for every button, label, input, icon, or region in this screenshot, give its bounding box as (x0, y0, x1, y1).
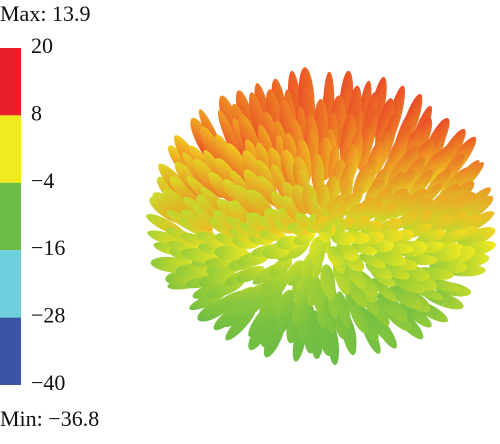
petal (389, 285, 422, 310)
petal (274, 289, 295, 320)
petal (375, 98, 395, 151)
petal (377, 292, 408, 323)
petal (345, 290, 363, 327)
petal (367, 306, 392, 343)
petal (402, 210, 433, 232)
colorbar-tick-label: 8 (31, 100, 42, 125)
colorbar-band (0, 250, 21, 318)
petal (379, 262, 410, 280)
colorbar-tick-label: −28 (31, 303, 65, 328)
petal (262, 111, 281, 162)
colorbar-tick-label: −40 (31, 370, 65, 395)
colorbar-tick-label: −16 (31, 235, 65, 260)
petal (269, 257, 293, 278)
petal (374, 203, 397, 224)
petal (388, 194, 417, 220)
colorbar-band (0, 182, 21, 251)
min-label: Min: −36.8 (0, 406, 99, 431)
petal (327, 246, 344, 267)
radiation-pattern (146, 67, 497, 366)
petal (359, 253, 386, 269)
petal (320, 264, 335, 297)
colorbar-tick-label: 20 (31, 33, 53, 58)
petal (371, 278, 397, 302)
petal (330, 207, 346, 225)
colorbar-tick-label: −4 (31, 168, 54, 193)
petal (195, 232, 230, 247)
petal (332, 217, 356, 232)
petal (336, 291, 351, 328)
colorbar-band (0, 317, 21, 385)
petal (285, 260, 306, 286)
petal (236, 265, 265, 283)
max-label: Max: 13.9 (0, 1, 90, 26)
petal (346, 275, 368, 308)
petal (457, 227, 496, 248)
colorbar-band (0, 115, 21, 183)
petal (214, 245, 250, 261)
petal (400, 301, 432, 328)
colorbar-band (0, 48, 21, 116)
petal (180, 209, 213, 232)
petal (330, 230, 356, 246)
petal (309, 236, 326, 262)
petal (343, 262, 366, 288)
petal (458, 195, 494, 223)
petal (316, 216, 333, 233)
petal (351, 242, 378, 256)
petal (357, 126, 373, 171)
petal (415, 229, 446, 245)
